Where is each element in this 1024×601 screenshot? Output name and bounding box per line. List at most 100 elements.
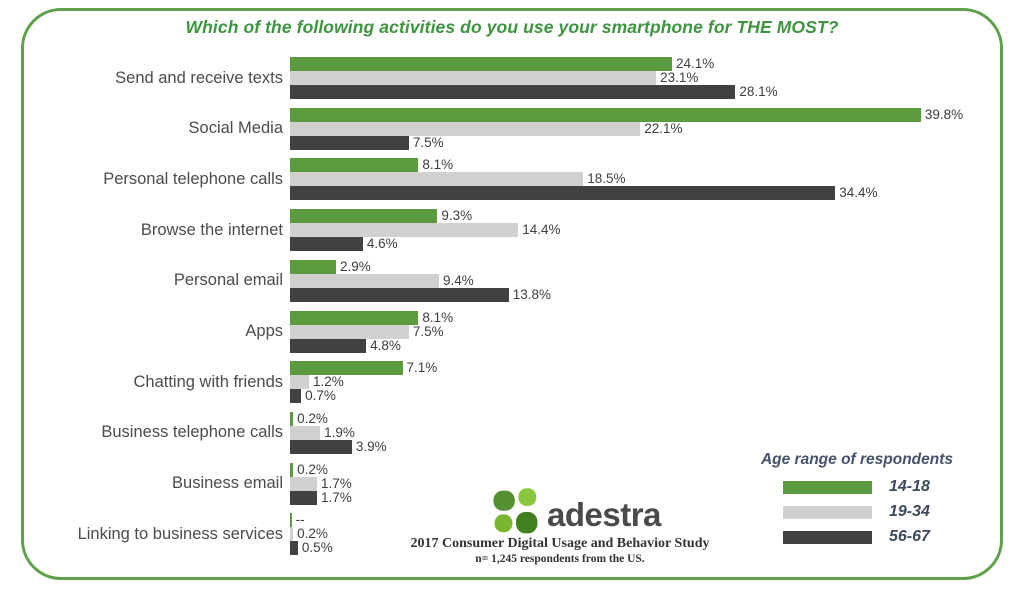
legend-label: 14-18 bbox=[889, 478, 930, 495]
bar-56-67 bbox=[290, 135, 409, 150]
bar-group: 0.2% 1.7% 1.7% bbox=[290, 461, 352, 505]
value-label: 0.2% bbox=[297, 526, 328, 542]
bar-19-34 bbox=[290, 172, 584, 187]
adestra-clover-icon bbox=[492, 487, 540, 542]
bar-group: 7.1% 1.2% 0.7% bbox=[290, 360, 438, 404]
bar-14-18 bbox=[290, 513, 292, 528]
value-label: 8.1% bbox=[422, 157, 454, 173]
value-label: 0.2% bbox=[297, 461, 328, 477]
bar-19-34 bbox=[290, 476, 317, 491]
bar-14-18 bbox=[290, 158, 419, 173]
value-label: 34.4% bbox=[839, 185, 878, 201]
value-label: 4.8% bbox=[370, 337, 401, 353]
category-label: Personal telephone calls bbox=[103, 169, 283, 188]
bar-14-18 bbox=[290, 57, 672, 71]
category-label: Personal email bbox=[173, 271, 283, 290]
value-label: 23.1% bbox=[660, 70, 699, 85]
legend-entry: 14-18 bbox=[752, 478, 982, 495]
category-label: Browse the internet bbox=[140, 220, 283, 239]
bar-56-67 bbox=[290, 439, 352, 454]
value-label: 8.1% bbox=[422, 309, 454, 325]
bar-19-34 bbox=[290, 121, 641, 136]
value-label: 1.2% bbox=[313, 374, 344, 390]
value-label: 7.5% bbox=[412, 134, 444, 150]
bar-19-34 bbox=[290, 425, 321, 440]
value-label: 3.9% bbox=[355, 438, 387, 454]
bar-14-18 bbox=[290, 411, 294, 426]
bar-56-67 bbox=[290, 490, 317, 505]
legend-entries: 14-18 19-34 56-67 bbox=[752, 478, 982, 545]
adestra-logo-text: adestra bbox=[547, 495, 661, 533]
value-label: 4.6% bbox=[366, 236, 398, 252]
value-label: 9.4% bbox=[442, 272, 474, 288]
value-label: 13.8% bbox=[512, 286, 551, 302]
category-label: Apps bbox=[245, 322, 283, 340]
bar-14-18 bbox=[290, 107, 921, 122]
bar-19-34 bbox=[290, 375, 310, 390]
category-label: Linking to business services bbox=[77, 524, 283, 543]
bar-group: 0.2% 1.9% 3.9% bbox=[290, 410, 387, 454]
value-label: 14.4% bbox=[522, 222, 561, 238]
bar-19-34 bbox=[290, 324, 409, 339]
bar-19-34 bbox=[290, 273, 439, 288]
bar-56-67 bbox=[290, 541, 298, 556]
chart-row: Personal telephone calls 8.1% 18.5% 34.4% bbox=[0, 157, 1024, 201]
legend-swatch bbox=[783, 480, 872, 494]
bar-14-18 bbox=[290, 259, 336, 274]
category-label: Social Media bbox=[188, 119, 283, 138]
chart-row: Linking to business services -- 0.2% 0.5% bbox=[0, 512, 1024, 556]
legend-title: Age range of respondents bbox=[760, 451, 954, 468]
bar-14-18 bbox=[290, 361, 403, 376]
bar-group: 8.1% 7.5% 4.8% bbox=[290, 309, 454, 353]
value-label: 24.1% bbox=[675, 56, 715, 71]
legend-swatch bbox=[783, 530, 872, 544]
value-label: 28.1% bbox=[739, 84, 778, 99]
bar-19-34 bbox=[290, 527, 294, 542]
chart-row: Business email 0.2% 1.7% 1.7% bbox=[0, 461, 1024, 505]
value-label: 0.2% bbox=[297, 410, 328, 426]
legend-entry: 56-67 bbox=[752, 528, 982, 545]
adestra-logo: adestra bbox=[492, 487, 661, 542]
category-label: Business email bbox=[172, 474, 283, 493]
bar-14-18 bbox=[290, 209, 438, 224]
bar-56-67 bbox=[290, 85, 736, 99]
legend-label: 19-34 bbox=[889, 503, 930, 520]
bar-group: -- 0.2% 0.5% bbox=[290, 512, 333, 556]
value-label: -- bbox=[295, 512, 305, 528]
value-label: 7.1% bbox=[406, 360, 438, 376]
bar-56-67 bbox=[290, 389, 302, 404]
chart-row: Social Media 39.8% 22.1% 7.5% bbox=[0, 106, 1024, 150]
bar-56-67 bbox=[290, 186, 836, 201]
value-label: 18.5% bbox=[587, 171, 626, 187]
bar-14-18 bbox=[290, 310, 419, 325]
value-label: 0.7% bbox=[305, 388, 336, 404]
chart-row: Chatting with friends 7.1% 1.2% 0.7% bbox=[0, 360, 1024, 404]
value-label: 1.7% bbox=[320, 489, 352, 505]
bar-19-34 bbox=[290, 71, 657, 85]
chart-row: Send and receive texts 24.1% 23.1% 28.1% bbox=[0, 57, 1024, 99]
bar-group: 39.8% 22.1% 7.5% bbox=[290, 106, 964, 150]
chart-title: Which of the following activities do you… bbox=[185, 17, 839, 37]
value-label: 1.7% bbox=[320, 475, 352, 491]
category-label: Send and receive texts bbox=[115, 68, 283, 87]
value-label: 22.1% bbox=[644, 120, 683, 136]
legend-swatch bbox=[783, 505, 872, 519]
chart-row: Apps 8.1% 7.5% 4.8% bbox=[0, 309, 1024, 353]
value-label: 9.3% bbox=[441, 208, 473, 224]
legend-entry: 19-34 bbox=[752, 503, 982, 520]
bar-19-34 bbox=[290, 223, 519, 238]
bar-group: 8.1% 18.5% 34.4% bbox=[290, 157, 878, 201]
value-label: 0.5% bbox=[301, 540, 333, 556]
category-label: Chatting with friends bbox=[133, 372, 284, 391]
bar-56-67 bbox=[290, 287, 509, 302]
category-label: Business telephone calls bbox=[101, 423, 283, 442]
bar-group: 24.1% 23.1% 28.1% bbox=[290, 57, 778, 99]
value-label: 1.9% bbox=[324, 424, 355, 440]
chart-row: Personal email 2.9% 9.4% 13.8% bbox=[0, 259, 1024, 302]
bar-group: 2.9% 9.4% 13.8% bbox=[290, 259, 551, 302]
value-label: 39.8% bbox=[924, 106, 964, 122]
study-title-text: 2017 Consumer Digital Usage and Behavior… bbox=[410, 536, 710, 551]
chart-row: Browse the internet 9.3% 14.4% 4.6% bbox=[0, 208, 1024, 252]
legend: Age range of respondents 14-18 19-34 56-67 bbox=[752, 451, 982, 545]
